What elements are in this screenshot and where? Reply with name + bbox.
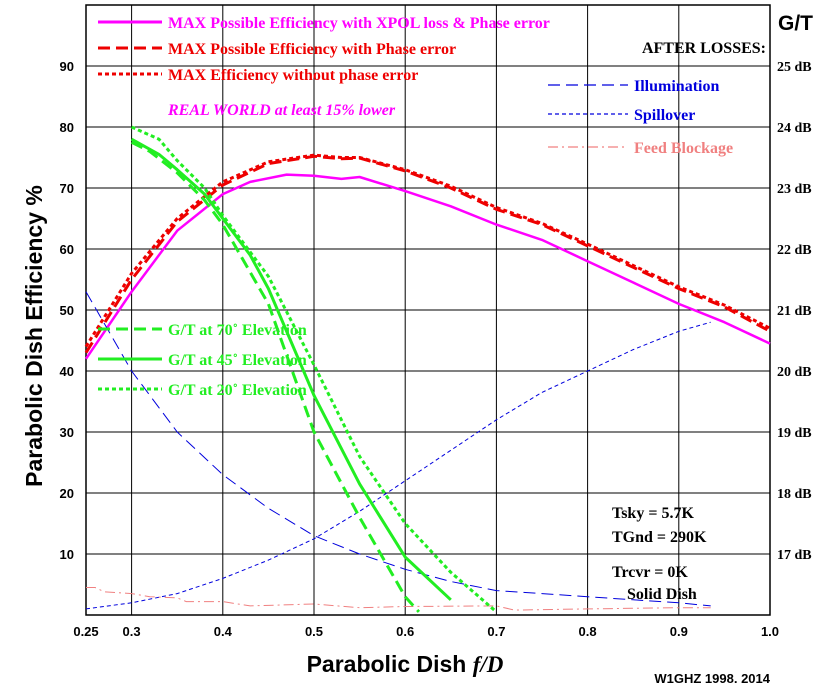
y-tick-label: 80 xyxy=(60,120,74,135)
x-tick-label: 0.3 xyxy=(123,624,141,639)
y-tick-label: 30 xyxy=(60,425,74,440)
legend-label: MAX Possible Efficiency with XPOL loss &… xyxy=(168,15,550,32)
gt-legend-label: G/T at 45˚ Elevation xyxy=(168,352,307,369)
legend-label: MAX Possible Efficiency with Phase error xyxy=(168,41,456,58)
series-line xyxy=(86,587,711,611)
x-tick-label: 0.9 xyxy=(670,624,688,639)
y2-tick-label: 21 dB xyxy=(777,304,812,319)
losses-legend-label: Spillover xyxy=(634,107,695,124)
y2-tick-label: 24 dB xyxy=(777,121,812,136)
x-axis-title: Parabolic Dish f/D xyxy=(307,651,504,677)
legend-label: MAX Efficiency without phase error xyxy=(168,67,418,84)
plot-frame xyxy=(85,4,771,616)
y-tick-label: 40 xyxy=(60,364,74,379)
y-tick-label: 50 xyxy=(60,303,74,318)
y-tick-label: 10 xyxy=(60,547,74,562)
x-tick-label: 0.6 xyxy=(396,624,414,639)
credit-text: W1GHZ 1998, 2014 xyxy=(654,671,770,683)
plot-area: 0.25 0.3 0.4 0.5 0.6 0.7 0.8 0.9 1.0 10 20 30 40 50 60… xyxy=(60,4,812,639)
y-tick-label: 20 xyxy=(60,486,74,501)
annotation-text: Solid Dish xyxy=(627,586,697,603)
y2-tick-label: 23 dB xyxy=(777,182,812,197)
x-tick-label: 0.8 xyxy=(579,624,597,639)
series-line xyxy=(130,125,498,614)
series-line xyxy=(85,291,711,607)
y2-tick-label: 18 dB xyxy=(777,487,812,502)
series-line xyxy=(84,153,771,348)
x-tick-label: 0.5 xyxy=(305,624,323,639)
y-tick-label: 60 xyxy=(60,242,74,257)
x-tick-label: 0.7 xyxy=(487,624,505,639)
annotation-text: Tsky = 5.7K xyxy=(612,505,694,522)
series-line xyxy=(85,321,711,610)
y-tick-label: 70 xyxy=(60,181,74,196)
x-axis-title-variable: f/D xyxy=(473,652,504,677)
y2-tick-label: 19 dB xyxy=(777,426,812,441)
series-line xyxy=(84,173,771,360)
annotation-text: TGnd = 290K xyxy=(612,529,707,546)
gt-legend-label: G/T at 70˚ Elevation xyxy=(168,322,307,339)
y2-tick-label: 25 dB xyxy=(777,60,812,75)
legend-note: REAL WORLD at least 15% lower xyxy=(167,102,396,119)
annotation-text: Trcvr = 0K xyxy=(612,564,688,581)
series-line xyxy=(130,137,452,601)
y-axis-title: Parabolic Dish Efficiency % xyxy=(21,185,47,487)
y-tick-label: 90 xyxy=(60,59,74,74)
x-axis-title-prefix: Parabolic Dish xyxy=(307,651,473,677)
losses-legend-label: Illumination xyxy=(634,78,719,95)
y2-tick-label: 22 dB xyxy=(777,243,812,258)
gt-legend-label: G/T at 20˚ Elevation xyxy=(168,382,307,399)
right-axis-title: G/T xyxy=(778,12,813,35)
losses-legend-label: Feed Blockage xyxy=(634,140,733,157)
y2-tick-label: 20 dB xyxy=(777,365,812,380)
series-line xyxy=(130,140,421,613)
x-tick-label: 0.4 xyxy=(214,624,233,639)
x-tick-label: 0.25 xyxy=(73,624,98,639)
x-tick-label: 1.0 xyxy=(761,624,779,639)
y2-tick-label: 17 dB xyxy=(777,548,812,563)
losses-title: AFTER LOSSES: xyxy=(642,40,766,57)
